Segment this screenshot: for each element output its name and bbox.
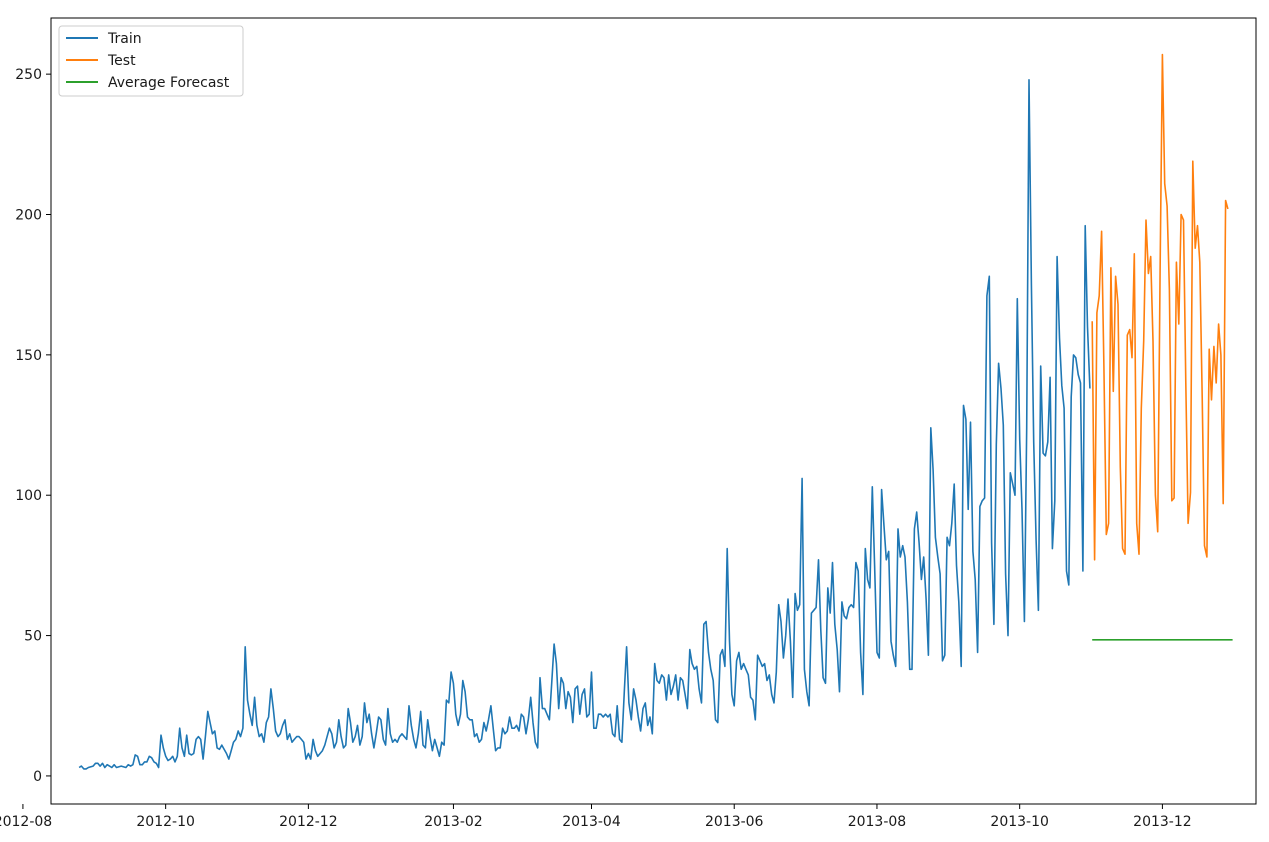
legend-label: Test [107,53,136,69]
x-tick-label: 2013-12 [1133,814,1192,830]
y-tick-label: 50 [24,629,42,645]
x-tick-label: 2013-02 [424,814,483,830]
y-tick-label: 250 [15,67,42,83]
x-tick-label: 2013-04 [562,814,621,830]
y-tick-label: 0 [33,769,42,785]
axes-frame [50,17,1257,805]
y-tick-label: 100 [15,488,42,504]
x-tick-label: 2012-12 [279,814,338,830]
x-tick-label: 2012-08 [0,814,52,830]
y-axis: 0 50 100 150 200 250 [15,67,51,785]
y-tick-label: 200 [15,208,42,224]
plot-area [78,53,1233,770]
series-line-train [78,79,1091,770]
x-tick-label: 2013-10 [990,814,1049,830]
legend: Train Test Average Forecast [58,25,244,97]
x-tick-label: 2012-10 [136,814,195,830]
y-tick-label: 150 [15,348,42,364]
x-tick-label: 2013-06 [705,814,764,830]
x-tick-label: 2013-08 [848,814,907,830]
legend-label: Average Forecast [108,75,230,91]
legend-box [58,25,244,97]
legend-label: Train [107,31,142,47]
series-line-test [1091,53,1229,561]
x-axis: 2012-08 2012-10 2012-12 2013-02 2013-04 2013-… [0,804,1192,830]
